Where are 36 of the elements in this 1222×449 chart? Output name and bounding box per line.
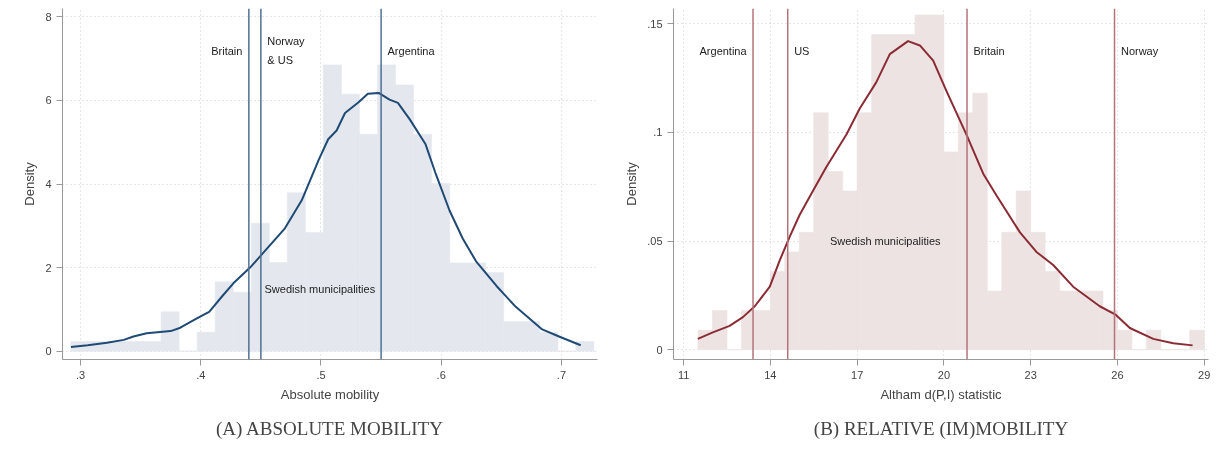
y-tick-label: 6: [45, 94, 52, 107]
y-axis-title: Density: [22, 161, 38, 206]
x-tick-label: .6: [436, 368, 446, 381]
ref-line-label: Britain: [211, 44, 243, 57]
ref-line-label: Britain: [973, 44, 1005, 57]
x-tick-label: .7: [556, 368, 567, 381]
y-tick-label: 0: [656, 343, 663, 356]
x-axis-title: Altham d(P,I) statistic: [880, 386, 1003, 402]
y-tick-label: 0: [45, 345, 52, 358]
text: (B) RELATIVE (IM)MOBILITY: [813, 417, 1069, 440]
x-tick-label: 14: [764, 368, 777, 381]
annotation: Swedish municipalities: [829, 235, 942, 248]
x-tick-label: 26: [1111, 368, 1124, 381]
x-axis-title: Absolute mobility: [280, 386, 380, 402]
x-tick-label: 29: [1198, 368, 1211, 381]
y-tick-label: 4: [45, 178, 52, 190]
y-tick-label: .1: [653, 126, 663, 139]
x-tick-label: 11: [677, 368, 690, 381]
x-tick-label: .3: [75, 368, 86, 381]
ref-line-label: Norway & US: [267, 35, 306, 67]
y-tick-label: .15: [647, 17, 663, 30]
y-tick-label: .05: [647, 235, 663, 248]
y-axis-title: Density: [624, 161, 640, 206]
ref-line-label: Argentina: [387, 44, 436, 57]
ref-line-label: Norway: [1120, 44, 1159, 57]
x-tick-label: .5: [316, 368, 326, 381]
annotation: Swedish municipalities: [264, 283, 376, 296]
ref-line-label: Argentina: [699, 44, 748, 57]
x-tick-label: .4: [196, 368, 206, 381]
x-tick-label: 20: [937, 368, 951, 381]
text: (A) ABSOLUTE MOBILITY: [216, 417, 444, 440]
x-tick-label: 23: [1024, 368, 1037, 381]
y-tick-label: 8: [45, 10, 52, 23]
x-tick-label: 17: [851, 368, 864, 381]
y-tick-label: 2: [45, 261, 52, 274]
ref-line-label: US: [794, 44, 810, 57]
